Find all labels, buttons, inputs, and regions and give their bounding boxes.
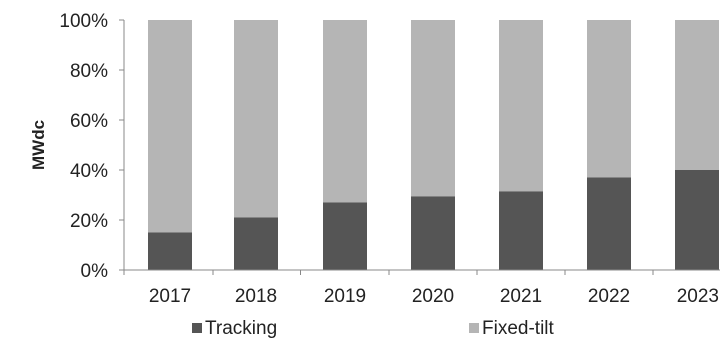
- legend-swatch-fixed-tilt: [469, 323, 479, 333]
- bar-tracking-2021: [499, 191, 543, 270]
- x-tick-label: 2019: [324, 286, 366, 307]
- bar-fixed-tilt-2020: [411, 20, 455, 197]
- bar-tracking-2019: [323, 202, 367, 270]
- bars: [148, 20, 719, 270]
- bar-fixed-tilt-2022: [587, 20, 631, 178]
- x-tick-label: 2022: [588, 286, 630, 307]
- bar-tracking-2022: [587, 177, 631, 270]
- legend-label-fixed-tilt: Fixed-tilt: [482, 318, 555, 339]
- bar-fixed-tilt-2017: [148, 20, 192, 233]
- bar-tracking-2017: [148, 232, 192, 270]
- y-tick-label: 100%: [59, 11, 108, 32]
- legend-swatch-tracking: [192, 323, 202, 333]
- bar-fixed-tilt-2021: [499, 20, 543, 192]
- x-tick-label: 2021: [500, 286, 542, 307]
- bar-fixed-tilt-2019: [323, 20, 367, 203]
- bar-fixed-tilt-2023: [675, 20, 719, 170]
- x-axis-ticks: 2017 2018 2019 2020 2021 2022 2023: [123, 270, 719, 307]
- y-tick-label: 40%: [70, 161, 108, 182]
- y-tick-label: 0%: [81, 261, 109, 282]
- bar-tracking-2023: [675, 170, 719, 270]
- x-tick-label: 2017: [149, 286, 191, 307]
- x-tick-label: 2018: [235, 286, 277, 307]
- y-tick-label: 60%: [70, 111, 108, 132]
- x-tick-label: 2020: [412, 286, 454, 307]
- y-axis-label: MWdc: [29, 120, 48, 170]
- y-tick-label: 20%: [70, 211, 108, 232]
- y-axis-ticks: 0% 20% 40% 60% 80% 100%: [59, 11, 124, 282]
- legend-label-tracking: Tracking: [205, 318, 277, 339]
- legend: Tracking Fixed-tilt: [192, 318, 555, 339]
- bar-tracking-2018: [234, 217, 278, 270]
- y-tick-label: 80%: [70, 61, 108, 82]
- x-tick-label: 2023: [677, 286, 719, 307]
- bar-fixed-tilt-2018: [234, 20, 278, 218]
- bar-tracking-2020: [411, 196, 455, 270]
